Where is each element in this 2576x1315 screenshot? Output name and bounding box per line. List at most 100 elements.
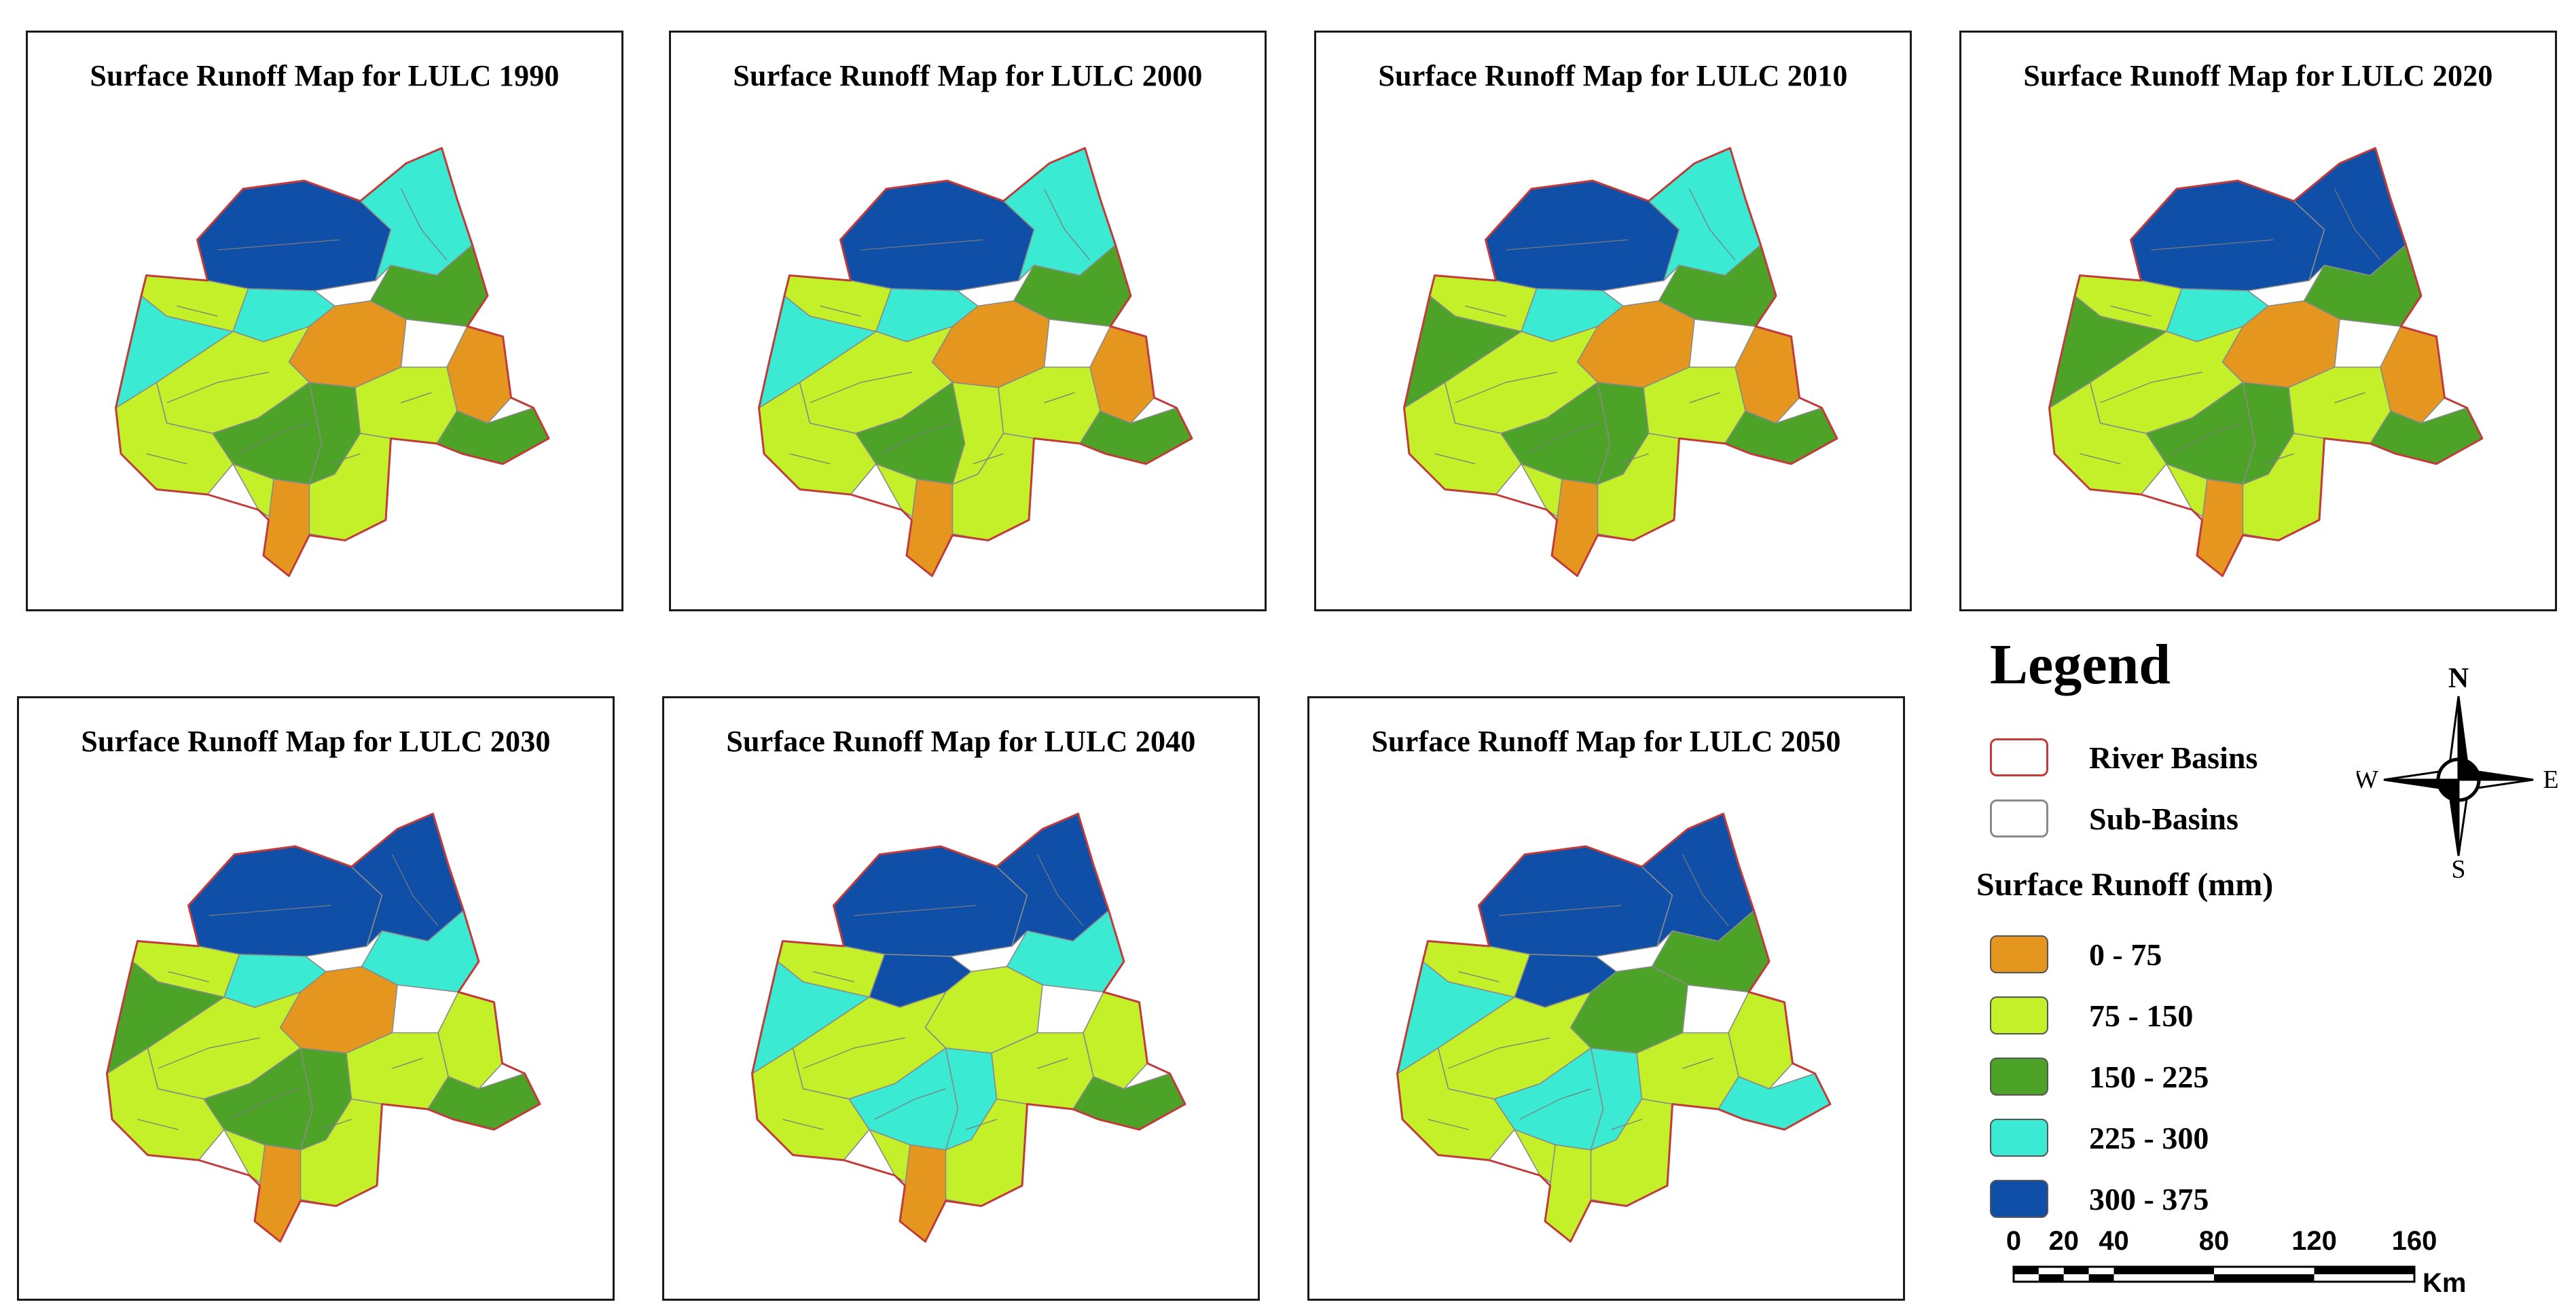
map-panel-2030: Surface Runoff Map for LULC 2030 (17, 696, 615, 1301)
runoff-map (1403, 147, 1838, 577)
map-title: Surface Runoff Map for LULC 2030 (81, 725, 551, 758)
scale-segment (2063, 1267, 2089, 1274)
sub-basin-boundary (1428, 1119, 1469, 1130)
legend-class-2: 150 - 225 (1990, 1053, 2209, 1100)
class-label: 150 - 225 (2089, 1059, 2209, 1094)
river-basin-boundary (1396, 812, 1832, 1243)
river-basin-boundary (106, 812, 541, 1243)
sub-basin-boundary (1037, 1058, 1068, 1069)
runoff-map (2048, 147, 2484, 577)
scale-tick-label: 40 (2099, 1226, 2129, 1256)
sub-basin-boundary (1455, 372, 1557, 403)
river-basin-boundary (751, 812, 1186, 1243)
map-title: Surface Runoff Map for LULC 1990 (90, 59, 560, 92)
sub-basin-boundary (881, 422, 953, 454)
scale-segment (2314, 1267, 2414, 1274)
runoff-map (758, 147, 1193, 577)
scale-tick-label: 120 (2291, 1226, 2337, 1256)
sub-basin-boundary (238, 422, 310, 454)
runoff-map (106, 812, 541, 1243)
sub-basin-boundary (820, 305, 861, 317)
compass-s: S (2451, 855, 2465, 883)
legend-label: Sub-Basins (2089, 801, 2238, 836)
sub-basin (833, 846, 1028, 957)
scale-segment (2114, 1274, 2214, 1282)
sub-basin-boundary (2110, 305, 2152, 317)
sub-basin-boundary (168, 971, 209, 983)
scale-bar-outline (2012, 1265, 2416, 1283)
scale-segment (2014, 1267, 2039, 1274)
river-basin-swatch (1990, 738, 2048, 776)
sub-basin-boundary (1458, 971, 1500, 983)
sub-basin-boundary (1043, 188, 1091, 261)
sub-basin (196, 180, 392, 291)
sub-basin-boundary (2151, 239, 2274, 251)
scale-segment (2314, 1274, 2414, 1282)
class-label: 225 - 300 (2089, 1120, 2209, 1155)
sub-basin-boundary (1036, 854, 1084, 926)
sub-basin-boundary (166, 372, 269, 403)
sub-basin-boundary (810, 372, 912, 403)
legend-label: River Basins (2089, 740, 2258, 775)
class-swatch (1990, 1058, 2048, 1096)
class-swatch (1990, 1119, 2048, 1157)
scale-tick-label: 80 (2199, 1226, 2230, 1256)
sub-basin-boundary (1519, 1088, 1591, 1120)
scale-segment (2038, 1267, 2064, 1274)
sub-basin-boundary (966, 1119, 997, 1130)
sub-basin-boundary (392, 1058, 423, 1069)
sub-basin-boundary (1044, 392, 1075, 403)
map-legend: Legend River Basins Sub-Basins Surface R… (1963, 632, 2560, 1311)
map-title: Surface Runoff Map for LULC 2040 (726, 725, 1196, 758)
scale-segment (2038, 1274, 2064, 1282)
sub-basin-boundary (2334, 188, 2381, 261)
scale-unit: Km (2423, 1268, 2466, 1297)
sub-basin (839, 180, 1035, 291)
sub-basin (1485, 180, 1680, 291)
scale-segment (2214, 1267, 2315, 1274)
map-panel-2020: Surface Runoff Map for LULC 2020 (1959, 31, 2557, 611)
sub-basin-boundary (1465, 305, 1506, 317)
sub-basin-boundary (1506, 239, 1629, 251)
compass-e: E (2543, 765, 2558, 794)
compass-n: N (2448, 663, 2469, 694)
sub-basin-boundary (400, 188, 448, 261)
sub-basin-boundary (973, 453, 1004, 465)
legend-class-3: 225 - 300 (1990, 1114, 2209, 1161)
class-swatch (1990, 935, 2048, 973)
north-arrow-icon: N S W E (2357, 663, 2559, 883)
legend-class-1: 75 - 150 (1990, 992, 2193, 1039)
class-swatch (1990, 1180, 2048, 1218)
runoff-map (751, 812, 1186, 1243)
sub-basin-boundary (2100, 372, 2202, 403)
sub-basin-boundary (137, 1119, 179, 1130)
scale-segment (2214, 1274, 2315, 1282)
sub-basin-boundary (2080, 453, 2121, 465)
class-label: 75 - 150 (2089, 998, 2194, 1033)
sub-basin-boundary (1448, 1037, 1550, 1069)
compass-w: W (2357, 765, 2378, 794)
sub-basin-boundary (329, 453, 361, 465)
sub-basin-boundary (813, 971, 854, 983)
scale-segment (2014, 1274, 2039, 1282)
map-panel-2040: Surface Runoff Map for LULC 2040 (662, 696, 1260, 1301)
scale-segment (2088, 1274, 2114, 1282)
map-panel-2000: Surface Runoff Map for LULC 2000 (669, 31, 1267, 611)
sub-basin-boundary (1618, 453, 1649, 465)
sub-basin (2130, 180, 2325, 291)
sub-basin-boundary (158, 1037, 260, 1069)
legend-title: Legend (1990, 633, 2171, 696)
river-basin-boundary (1403, 147, 1838, 577)
sub-basin-boundary (789, 453, 831, 465)
class-swatch (1990, 996, 2048, 1034)
sub-basin-boundary (1688, 188, 1736, 261)
sub-basin-boundary (803, 1037, 905, 1069)
scale-bar: 0 20 40 80 120 160 Km (2007, 1226, 2466, 1297)
sub-basin-boundary (1682, 854, 1729, 926)
runoff-map (1396, 812, 1832, 1243)
sub-basin-boundary (1434, 453, 1476, 465)
sub-basin-boundary (2334, 392, 2365, 403)
river-basin-boundary (115, 147, 550, 577)
scale-segment (2063, 1274, 2089, 1282)
sub-basin-boundary (1499, 905, 1622, 916)
